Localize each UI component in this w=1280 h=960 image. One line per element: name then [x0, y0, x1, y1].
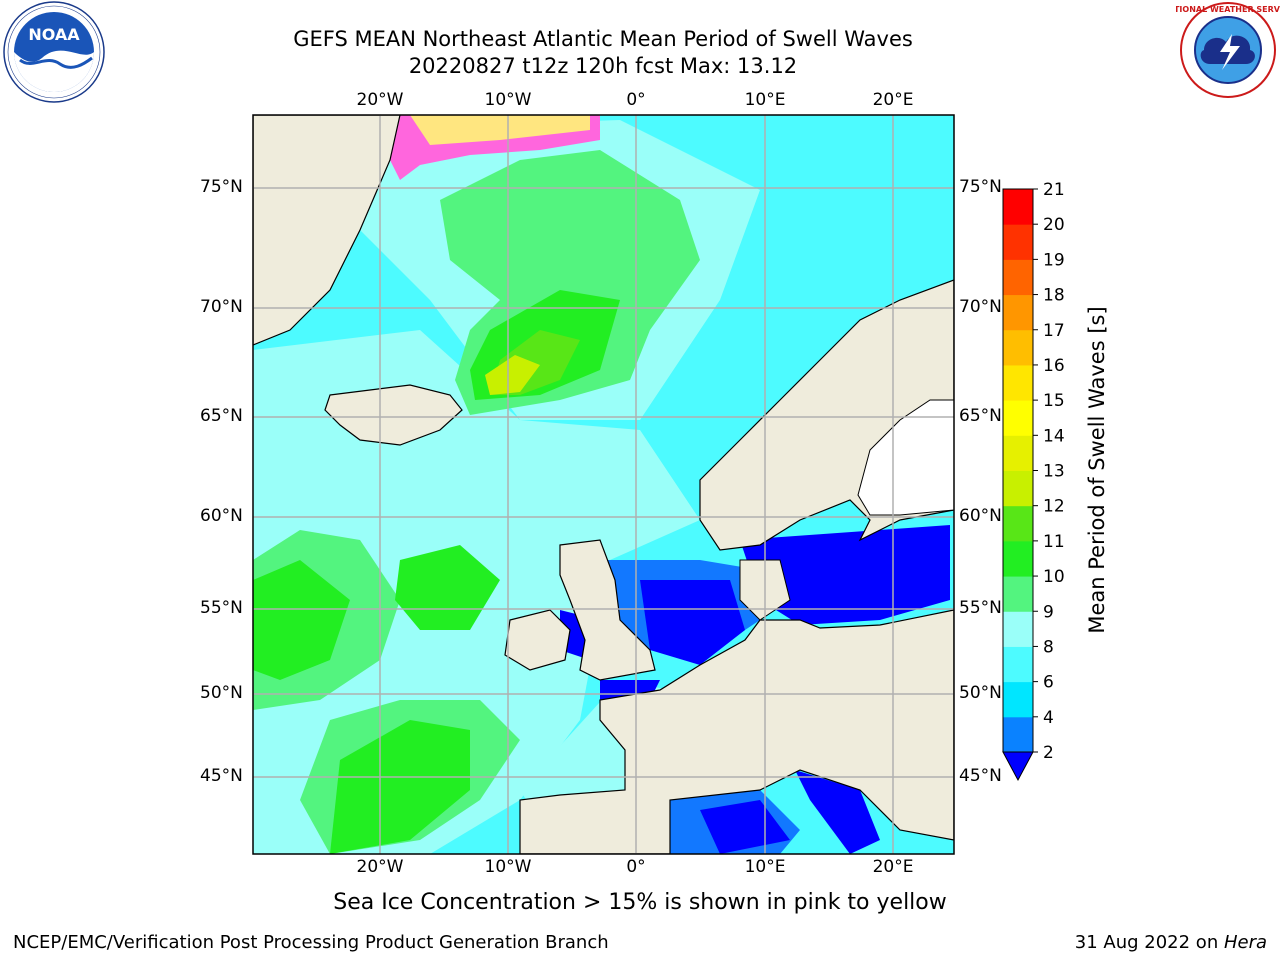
- footer-date: 31 Aug 2022 on Hera: [1075, 932, 1267, 953]
- map-field: [253, 115, 954, 854]
- colorbar-segment: [1003, 259, 1033, 296]
- colorbar-segment: [1003, 540, 1033, 577]
- lon-label-bottom-10e: 10°E: [744, 857, 786, 877]
- colorbar-tick-label: 4: [1043, 708, 1054, 728]
- colorbar-tick-label: 11: [1043, 532, 1065, 552]
- lat-label-left-70n: 70°N: [200, 297, 243, 317]
- nws-logo: NATIONAL WEATHER SERVICE: [1176, 2, 1280, 98]
- lon-label-top-0: 0°: [626, 90, 646, 110]
- lon-label-bottom-20e: 20°E: [872, 857, 914, 877]
- lon-label-bottom-20w: 20°W: [356, 857, 404, 877]
- colorbar-segment: [1003, 646, 1033, 683]
- colorbar-segment: [1003, 364, 1033, 401]
- greenland-land: [253, 115, 401, 346]
- colorbar-tick-label: 16: [1043, 356, 1065, 376]
- lat-label-left-55n: 55°N: [200, 598, 243, 618]
- lat-label-left-60n: 60°N: [200, 506, 243, 526]
- lon-label-bottom-10w: 10°W: [484, 857, 532, 877]
- iceland-land: [324, 384, 463, 446]
- colorbar-segment: [1003, 716, 1033, 753]
- colorbar-segment: [1003, 400, 1033, 436]
- lon-label-bottom-0: 0°: [626, 857, 646, 877]
- lat-label-left-65n: 65°N: [200, 406, 243, 426]
- map-title: GEFS MEAN Northeast Atlantic Mean Period…: [293, 27, 913, 51]
- green-core-south-atlantic: [330, 720, 470, 854]
- mediterranean-deep-blue: [700, 800, 790, 854]
- colorbar-segment: [1003, 224, 1033, 260]
- colorbar-label: Mean Period of Swell Waves [s]: [1085, 306, 1109, 634]
- colorbar-segment: [1003, 329, 1033, 366]
- colorbar-tick-label: 9: [1043, 602, 1054, 622]
- footer-producer: NCEP/EMC/Verification Post Processing Pr…: [13, 932, 609, 953]
- gulf-of-bothnia: [857, 399, 954, 516]
- lat-label-right-50n: 50°N: [959, 683, 1002, 703]
- colorbar-tick-label: 19: [1043, 250, 1065, 270]
- lat-label-right-60n: 60°N: [959, 506, 1002, 526]
- lon-label-top-10e: 10°E: [744, 90, 786, 110]
- colorbar-tick-label: 18: [1043, 286, 1065, 306]
- lat-label-right-65n: 65°N: [959, 406, 1002, 426]
- colorbar-tick-label: 13: [1043, 462, 1065, 482]
- great-britain-land: [559, 539, 656, 681]
- lat-label-left-45n: 45°N: [200, 766, 243, 786]
- colorbar-tick-label: 21: [1043, 180, 1065, 200]
- lat-label-left-75n: 75°N: [200, 177, 243, 197]
- lat-label-right-55n: 55°N: [959, 598, 1002, 618]
- colorbar-tick-label: 17: [1043, 321, 1065, 341]
- noaa-logo: NOAA: [3, 1, 105, 103]
- colorbar-tick-label: 20: [1043, 215, 1065, 235]
- sea-ice-caption: Sea Ice Concentration > 15% is shown in …: [0, 890, 1280, 915]
- svg-text:NATIONAL WEATHER SERVICE: NATIONAL WEATHER SERVICE: [1176, 5, 1280, 14]
- lon-label-top-20e: 20°E: [872, 90, 914, 110]
- map-subtitle: 20220827 t12z 120h fcst Max: 13.12: [408, 54, 798, 78]
- sea-ice-high-area: [410, 115, 590, 145]
- north-sea-deep-blue: [640, 580, 745, 665]
- adriatic-deep-blue: [795, 770, 880, 854]
- lat-label-right-75n: 75°N: [959, 177, 1002, 197]
- green-core-west-atlantic: [253, 560, 350, 680]
- sea-ice-caption-text: Sea Ice Concentration > 15% is shown in …: [333, 890, 947, 915]
- colorbar-segment: [1003, 435, 1033, 471]
- lat-label-right-70n: 70°N: [959, 297, 1002, 317]
- colorbar-tick-label: 6: [1043, 673, 1054, 693]
- map-frame: [252, 114, 955, 855]
- colorbar-segment: [1003, 294, 1033, 331]
- colorbar-extend-arrow: [1002, 751, 1034, 782]
- lon-label-top-20w: 20°W: [356, 90, 404, 110]
- colorbar-segment: [1003, 611, 1033, 647]
- colorbar-tick-label: 2: [1043, 743, 1054, 763]
- colorbar: 2 4 6 8 9 10 11 12 13 14 15 16 17 18 19 20 21: [1002, 180, 1065, 782]
- colorbar-segment: [1003, 576, 1033, 612]
- lat-label-left-50n: 50°N: [200, 683, 243, 703]
- colorbar-segment: [1003, 189, 1033, 225]
- yellow-green-max-area: [485, 355, 540, 395]
- colorbar-tick-label: 15: [1043, 391, 1065, 411]
- baltic-deep-blue: [740, 525, 950, 625]
- lat-label-right-45n: 45°N: [959, 766, 1002, 786]
- colorbar-segment: [1003, 505, 1033, 542]
- colorbar-tick-label: 14: [1043, 426, 1065, 446]
- footer-date-text: 31 Aug 2022 on: [1074, 932, 1224, 953]
- colorbar-tick-label: 8: [1043, 637, 1054, 657]
- footer-host: Hera: [1223, 932, 1267, 953]
- colorbar-segment: [1003, 470, 1033, 507]
- noaa-logo-text: NOAA: [28, 25, 80, 44]
- colorbar-tick-label: 10: [1043, 567, 1065, 587]
- colorbar-tick-label: 12: [1043, 497, 1065, 517]
- colorbar-segment: [1003, 681, 1033, 718]
- graticule: [253, 115, 954, 854]
- ireland-land: [504, 609, 571, 671]
- lon-label-top-10w: 10°W: [484, 90, 532, 110]
